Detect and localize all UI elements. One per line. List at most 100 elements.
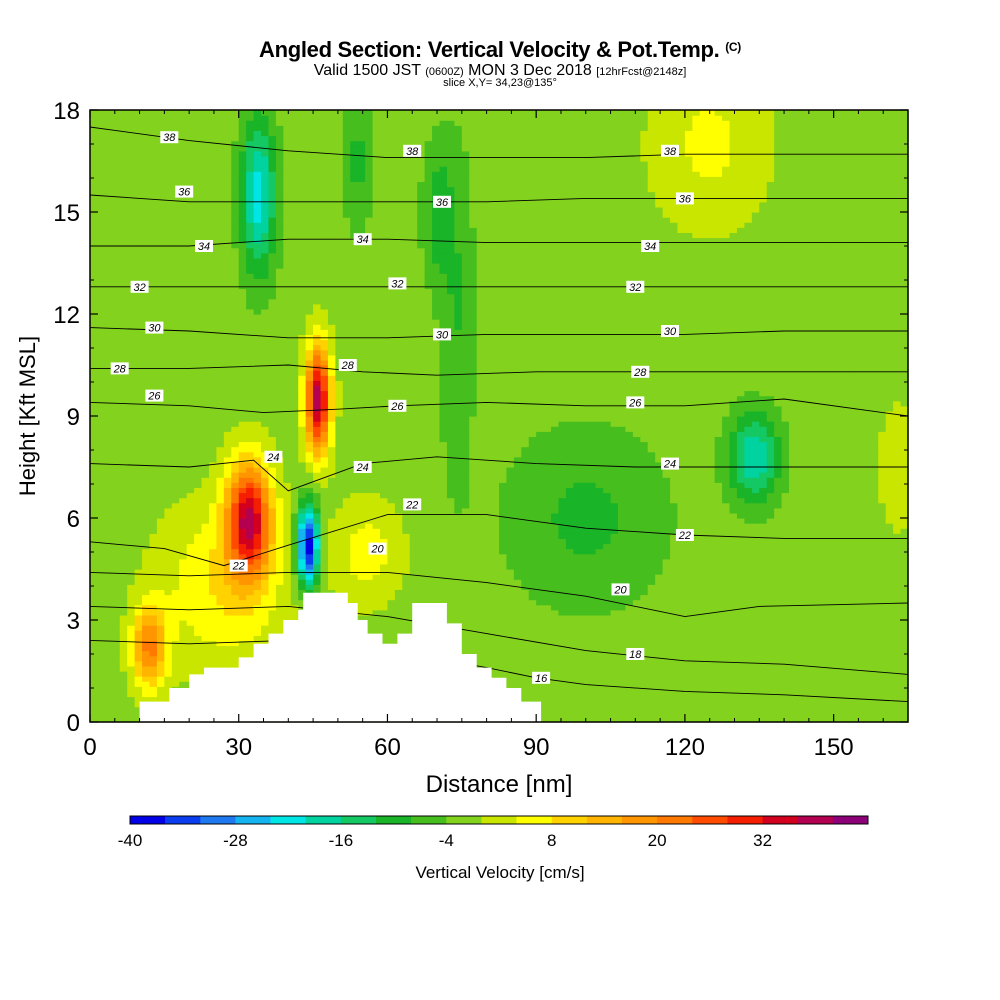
velocity-cell bbox=[194, 620, 203, 626]
velocity-cell bbox=[149, 543, 158, 550]
velocity-cell bbox=[164, 645, 173, 652]
velocity-cell bbox=[164, 518, 173, 524]
velocity-cell bbox=[298, 502, 307, 509]
velocity-cell bbox=[119, 497, 128, 504]
velocity-cell bbox=[246, 487, 255, 494]
velocity-cell bbox=[164, 155, 173, 162]
velocity-cell bbox=[216, 171, 225, 177]
velocity-cell bbox=[372, 426, 381, 432]
velocity-cell bbox=[268, 115, 277, 121]
velocity-cell bbox=[194, 538, 203, 545]
velocity-cell bbox=[253, 217, 262, 223]
velocity-cell bbox=[104, 456, 113, 463]
velocity-cell bbox=[246, 298, 255, 305]
velocity-cell bbox=[357, 487, 366, 494]
velocity-cell bbox=[357, 324, 366, 330]
velocity-cell bbox=[104, 135, 113, 142]
velocity-cell bbox=[104, 604, 113, 611]
velocity-cell bbox=[372, 538, 381, 545]
velocity-cell bbox=[342, 329, 351, 335]
velocity-cell bbox=[216, 620, 225, 626]
velocity-cell bbox=[261, 196, 270, 203]
velocity-cell bbox=[298, 288, 307, 295]
velocity-cell bbox=[231, 477, 240, 483]
velocity-cell bbox=[142, 217, 151, 223]
velocity-cell bbox=[387, 395, 396, 402]
velocity-cell bbox=[186, 569, 195, 575]
velocity-cell bbox=[268, 283, 277, 290]
velocity-cell bbox=[305, 482, 314, 488]
velocity-cell bbox=[283, 553, 292, 560]
velocity-cell bbox=[268, 176, 277, 182]
velocity-cell bbox=[223, 512, 232, 519]
velocity-cell bbox=[313, 482, 322, 488]
velocity-cell bbox=[275, 599, 284, 606]
velocity-cell bbox=[90, 181, 99, 188]
velocity-cell bbox=[179, 125, 188, 131]
velocity-cell bbox=[134, 691, 143, 698]
velocity-cell bbox=[142, 206, 151, 213]
velocity-cell bbox=[313, 227, 322, 233]
velocity-cell bbox=[246, 222, 255, 228]
velocity-cell bbox=[387, 523, 396, 529]
velocity-cell bbox=[387, 293, 396, 300]
velocity-cell bbox=[104, 400, 113, 407]
velocity-cell bbox=[104, 155, 113, 162]
velocity-cell bbox=[350, 497, 359, 504]
velocity-cell bbox=[283, 538, 292, 545]
velocity-cell bbox=[119, 553, 128, 560]
velocity-cell bbox=[104, 319, 113, 325]
velocity-cell bbox=[179, 176, 188, 182]
velocity-cell bbox=[372, 140, 381, 147]
velocity-cell bbox=[238, 308, 247, 315]
velocity-cell bbox=[275, 212, 284, 218]
velocity-cell bbox=[372, 365, 381, 371]
velocity-cell bbox=[104, 222, 113, 228]
velocity-cell bbox=[238, 349, 247, 356]
velocity-cell bbox=[127, 482, 136, 488]
velocity-cell bbox=[171, 283, 180, 290]
velocity-cell bbox=[201, 497, 210, 504]
velocity-cell bbox=[253, 630, 262, 636]
velocity-cell bbox=[208, 324, 218, 330]
velocity-cell bbox=[194, 635, 203, 641]
velocity-cell bbox=[142, 686, 151, 692]
velocity-cell bbox=[127, 334, 136, 341]
velocity-cell bbox=[208, 405, 218, 412]
velocity-cell bbox=[208, 609, 218, 616]
velocity-cell bbox=[216, 314, 225, 320]
velocity-cell bbox=[238, 441, 247, 448]
velocity-cell bbox=[194, 257, 203, 264]
velocity-cell bbox=[335, 120, 344, 126]
velocity-cell bbox=[231, 620, 240, 626]
velocity-cell bbox=[246, 140, 255, 147]
velocity-cell bbox=[186, 533, 195, 539]
velocity-cell bbox=[238, 523, 247, 529]
velocity-cell bbox=[119, 410, 128, 417]
velocity-cell bbox=[186, 268, 195, 274]
velocity-cell bbox=[134, 155, 143, 162]
velocity-cell bbox=[394, 451, 403, 458]
velocity-cell bbox=[313, 563, 322, 570]
velocity-cell bbox=[335, 543, 344, 550]
velocity-cell bbox=[290, 125, 299, 131]
velocity-cell bbox=[171, 655, 180, 662]
velocity-cell bbox=[179, 135, 188, 142]
velocity-cell bbox=[387, 217, 396, 223]
velocity-cell bbox=[268, 436, 277, 443]
velocity-cell bbox=[268, 630, 277, 636]
velocity-cell bbox=[164, 273, 173, 279]
velocity-cell bbox=[261, 385, 270, 392]
velocity-cell bbox=[350, 563, 359, 570]
velocity-cell bbox=[171, 375, 180, 381]
velocity-cell bbox=[305, 375, 314, 381]
velocity-cell bbox=[164, 176, 173, 182]
velocity-cell bbox=[104, 538, 113, 545]
velocity-cell bbox=[119, 201, 128, 208]
velocity-cell bbox=[127, 385, 136, 392]
velocity-cell bbox=[246, 497, 255, 504]
velocity-cell bbox=[186, 558, 195, 565]
velocity-cell bbox=[394, 574, 403, 580]
velocity-cell bbox=[365, 497, 374, 504]
velocity-cell bbox=[223, 640, 232, 647]
